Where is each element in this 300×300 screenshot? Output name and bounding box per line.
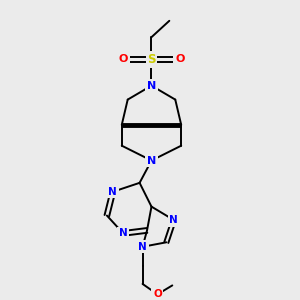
Text: O: O [118,55,128,64]
Text: N: N [147,81,156,91]
Text: S: S [147,53,156,66]
Text: O: O [153,289,162,299]
Text: N: N [119,228,128,239]
Text: N: N [138,242,147,252]
Text: O: O [175,55,184,64]
Text: N: N [147,155,156,166]
Text: N: N [169,215,178,225]
Text: N: N [109,187,117,197]
